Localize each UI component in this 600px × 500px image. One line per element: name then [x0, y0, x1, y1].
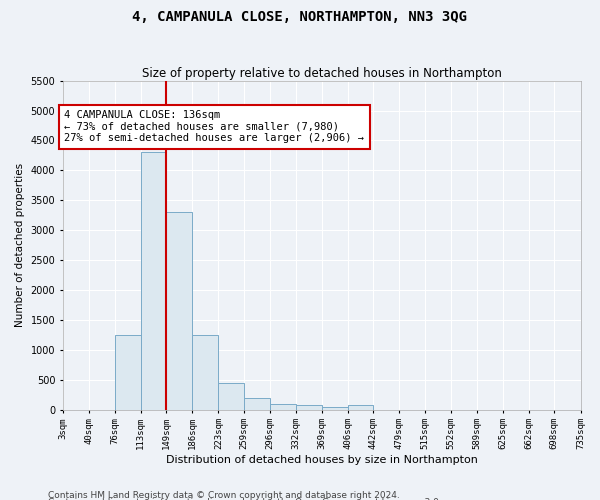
Bar: [244, 398, 270, 409]
Bar: [166, 212, 193, 410]
Text: Contains public sector information licensed under the Open Government Licence v3: Contains public sector information licen…: [48, 498, 442, 500]
Text: 4, CAMPANULA CLOSE, NORTHAMPTON, NN3 3QG: 4, CAMPANULA CLOSE, NORTHAMPTON, NN3 3QG: [133, 10, 467, 24]
Bar: [218, 382, 244, 409]
X-axis label: Distribution of detached houses by size in Northampton: Distribution of detached houses by size …: [166, 455, 478, 465]
Bar: [296, 405, 322, 409]
Bar: [115, 335, 141, 409]
Bar: [193, 335, 218, 409]
Text: 4 CAMPANULA CLOSE: 136sqm
← 73% of detached houses are smaller (7,980)
27% of se: 4 CAMPANULA CLOSE: 136sqm ← 73% of detac…: [64, 110, 364, 144]
Bar: [141, 152, 166, 410]
Bar: [348, 405, 373, 409]
Bar: [322, 406, 348, 410]
Text: Contains HM Land Registry data © Crown copyright and database right 2024.: Contains HM Land Registry data © Crown c…: [48, 490, 400, 500]
Bar: [270, 404, 296, 409]
Y-axis label: Number of detached properties: Number of detached properties: [15, 163, 25, 327]
Title: Size of property relative to detached houses in Northampton: Size of property relative to detached ho…: [142, 66, 502, 80]
